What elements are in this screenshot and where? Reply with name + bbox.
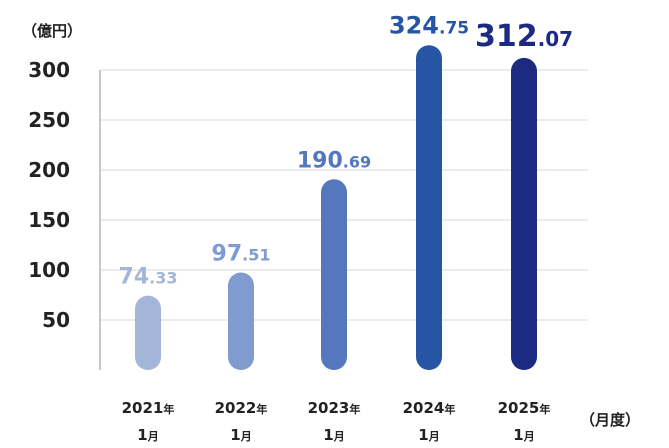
y-tick-label: 250 <box>28 108 70 132</box>
x-tick-label-month: 1月 <box>418 426 439 444</box>
bars <box>135 45 537 371</box>
value-labels: 74.33 97.51 190.69 324.75 312.07 <box>119 11 574 289</box>
x-axis-unit-label: （月度） <box>580 411 640 429</box>
x-tick-label-year: 2024年 <box>403 399 456 417</box>
x-tick-label-year: 2022年 <box>215 399 268 417</box>
bar-2022 <box>228 272 254 370</box>
value-label-2025: 312.07 <box>475 19 573 54</box>
x-tick-label-month: 1月 <box>323 426 344 444</box>
y-tick-label: 50 <box>42 308 70 332</box>
x-tick-label-year: 2021年 <box>122 399 175 417</box>
x-tick-label-year: 2023年 <box>308 399 361 417</box>
x-tick-label-month: 1月 <box>230 426 251 444</box>
value-label-2024: 324.75 <box>389 11 469 39</box>
x-axis-labels: 2021年 1月 2022年 1月 2023年 1月 2024年 1月 2025年 1月 <box>122 399 551 444</box>
bar-2024 <box>416 45 442 370</box>
bar-2023 <box>321 179 347 370</box>
y-tick-label: 150 <box>28 208 70 232</box>
x-tick-label-month: 1月 <box>137 426 158 444</box>
y-tick-label: 300 <box>28 58 70 82</box>
x-tick-label-month: 1月 <box>513 426 534 444</box>
bar-2021 <box>135 295 161 370</box>
y-axis-unit-label: （億円） <box>22 22 82 40</box>
x-tick-label-year: 2025年 <box>498 399 551 417</box>
value-label-2021: 74.33 <box>119 265 178 290</box>
y-axis-ticks: 50 100 150 200 250 300 <box>28 58 70 332</box>
y-tick-label: 100 <box>28 258 70 282</box>
value-label-2022: 97.51 <box>212 241 271 266</box>
y-tick-label: 200 <box>28 158 70 182</box>
bar-2025 <box>511 57 537 371</box>
value-label-2023: 190.69 <box>297 148 371 173</box>
